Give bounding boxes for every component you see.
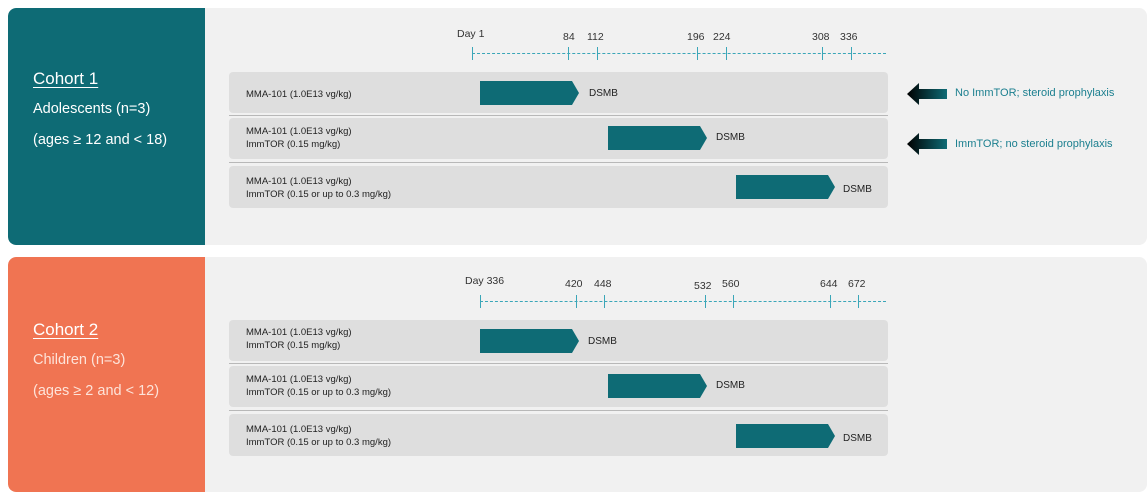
cohort-2-tick-label: 672 [848,278,866,290]
row-drug-label: MMA-101 (1.0E13 vg/kg) [246,327,352,338]
cohort-1-tick-label: 84 [563,31,575,43]
cohort-2-tick [858,295,859,308]
cohort-2-tick-label: 532 [694,280,712,292]
cohort-1-note-1: No ImmTOR; steroid prophylaxis [955,87,1115,99]
cohort-2-tick-label: Day 336 [465,275,505,287]
cohort-2-tick-label: 448 [594,278,612,290]
cohort-2-tick [830,295,831,308]
cohort-1-title: Cohort 1 [33,69,99,88]
dsmb-label: DSMB [843,184,872,195]
dosing-arrow-bar [736,175,835,199]
dsmb-label: DSMB [716,380,745,391]
left-arrow-icon [907,133,947,155]
cohort-1-tick-label: 196 [687,31,705,43]
cohort-1-tick [822,47,823,60]
cohort-2-sidebar: Cohort 2 Children (n=3) (ages ≥ 2 and < … [8,257,205,492]
row-dose-label: ImmTOR (0.15 mg/kg) [246,139,341,150]
cohort-2-tick [733,295,734,308]
row-drug-label: MMA-101 (1.0E13 vg/kg) [246,424,352,435]
row-dose-label: ImmTOR (0.15 or up to 0.3 mg/kg) [246,189,392,200]
cohort-2-ages: (ages ≥ 2 and < 12) [33,383,160,399]
cohort-1-ages: (ages ≥ 12 and < 18) [33,132,168,148]
left-arrow-icon [907,83,947,105]
row-divider [229,363,888,364]
cohort-1-axis [472,53,886,54]
cohort-2-tick [604,295,605,308]
cohort-1-tick [726,47,727,60]
cohort-1-tick [597,47,598,60]
cohort-1-tick-label: 112 [587,31,604,43]
dosing-arrow-bar [736,424,835,448]
cohort-2-tick [576,295,577,308]
cohort-2-tick-label: 420 [565,278,583,290]
row-drug-label: MMA-101 (1.0E13 vg/kg) [246,374,352,385]
cohort-1-tick-label: 224 [713,31,731,43]
dsmb-label: DSMB [589,88,618,99]
cohort-1-tick [851,47,852,60]
cohort-2-tick [705,295,706,308]
row-dose-label: ImmTOR (0.15 mg/kg) [246,340,341,351]
cohort-1-tick-label: 308 [812,31,830,43]
cohort-2-row-2: MMA-101 (1.0E13 vg/kg) ImmTOR (0.15 or u… [229,366,888,407]
row-divider [229,115,888,116]
row-dose-label: ImmTOR (0.15 or up to 0.3 mg/kg) [246,437,392,448]
row-divider [229,162,888,163]
cohort-1-sidebar: Cohort 1 Adolescents (n=3) (ages ≥ 12 an… [8,8,205,245]
cohort-2-population: Children (n=3) [33,352,126,368]
row-dose-label: ImmTOR (0.15 or up to 0.3 mg/kg) [246,387,392,398]
cohort-1-population: Adolescents (n=3) [33,101,151,117]
cohort-1-tick [697,47,698,60]
cohort-2-title: Cohort 2 [33,320,99,339]
dosing-arrow-bar [480,329,579,353]
cohort-1-note-2: ImmTOR; no steroid prophylaxis [955,138,1113,150]
cohort-1-row-2: MMA-101 (1.0E13 vg/kg) ImmTOR (0.15 mg/k… [229,118,888,159]
dsmb-label: DSMB [716,132,745,143]
dosing-arrow-bar [608,374,707,398]
dosing-arrow-bar [480,81,579,105]
cohort-2-tick-label: 644 [820,278,838,290]
dosing-arrow-bar [608,126,707,150]
cohort-1-tick-label: 336 [840,31,858,43]
row-drug-label: MMA-101 (1.0E13 vg/kg) [246,126,352,137]
cohort-2-tick-label: 560 [722,278,740,290]
cohort-1-tick [472,47,473,60]
cohort-1-tick-label: Day 1 [457,28,485,40]
cohort-1-tick [568,47,569,60]
row-drug-label: MMA-101 (1.0E13 vg/kg) [246,89,352,100]
dsmb-label: DSMB [588,336,617,347]
row-drug-label: MMA-101 (1.0E13 vg/kg) [246,176,352,187]
dsmb-label: DSMB [843,433,872,444]
row-divider [229,410,888,411]
cohort-2-axis [480,301,886,302]
cohort-2-tick [480,295,481,308]
